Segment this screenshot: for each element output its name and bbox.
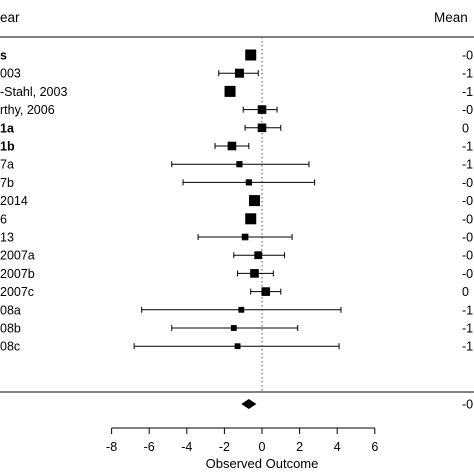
study-value: -0: [462, 249, 473, 263]
study-row: 2007a -0: [0, 249, 473, 263]
study-value: -1: [462, 67, 473, 81]
effect-square: [248, 195, 260, 207]
header-mean: Mean: [434, 10, 468, 25]
x-tick-label: -4: [181, 440, 192, 454]
study-row: 13 -0: [0, 231, 473, 245]
study-row: 1b -1: [0, 140, 473, 154]
effect-square: [234, 343, 241, 350]
study-row: 08b -1: [0, 322, 473, 336]
study-row: -Stahl, 2003 -1: [0, 85, 473, 99]
study-row: rthy, 2006 -0: [0, 103, 473, 117]
study-label: 08a: [0, 303, 21, 317]
study-row: 7b -0: [0, 176, 473, 190]
summary-diamond: [241, 399, 257, 409]
effect-square: [245, 213, 257, 225]
study-value: -0: [462, 176, 473, 190]
study-row: s -0: [0, 49, 473, 63]
study-value: -0: [462, 231, 473, 245]
study-value: -0: [462, 49, 473, 63]
study-row: 003 -1: [0, 67, 473, 81]
study-label: s: [0, 49, 7, 63]
study-label: 1a: [0, 121, 15, 135]
x-axis-title: Observed Outcome: [206, 456, 319, 471]
study-value: -1: [462, 322, 473, 336]
study-label: 2014: [0, 194, 28, 208]
study-row: 2007c 0: [0, 285, 469, 299]
study-value: -1: [462, 340, 473, 354]
effect-square: [230, 325, 237, 331]
study-label: 08b: [0, 322, 21, 336]
study-label: 2007c: [0, 285, 34, 299]
study-label: rthy, 2006: [0, 103, 55, 117]
study-row: 7a -1: [0, 158, 473, 172]
effect-square: [261, 287, 271, 296]
effect-square: [254, 251, 263, 260]
study-label: 7b: [0, 176, 14, 190]
effect-square: [250, 269, 259, 278]
study-value: -0: [462, 194, 473, 208]
study-row: 2014 -0: [0, 194, 473, 208]
effect-square: [241, 233, 249, 241]
study-label: -Stahl, 2003: [0, 85, 67, 99]
effect-square: [257, 105, 267, 114]
effect-square: [245, 49, 257, 61]
summary-value: -0: [462, 398, 473, 412]
study-label: 7a: [0, 158, 14, 172]
study-label: 1b: [0, 140, 15, 154]
x-tick-label: -2: [219, 440, 230, 454]
x-tick-label: 2: [296, 440, 303, 454]
study-value: -0: [462, 212, 473, 226]
study-label: 003: [0, 67, 21, 81]
effect-square: [257, 123, 267, 133]
study-value: 0: [462, 285, 469, 299]
effect-square: [234, 68, 244, 78]
study-value: -0: [462, 103, 473, 117]
study-row: 6 -0: [0, 212, 473, 226]
x-tick-label: -6: [144, 440, 155, 454]
study-label: 2007b: [0, 267, 35, 281]
study-row: 1a 0: [0, 121, 469, 135]
effect-square: [236, 161, 243, 168]
effect-square: [227, 141, 237, 151]
study-value: -1: [462, 140, 473, 154]
study-row: 08a -1: [0, 303, 473, 317]
effect-square: [224, 85, 236, 97]
study-value: -0: [462, 267, 473, 281]
effect-square: [245, 179, 252, 186]
study-value: 0: [462, 121, 469, 135]
study-label: 6: [0, 212, 7, 226]
study-row: 08c -1: [0, 340, 473, 354]
x-tick-label: 0: [259, 440, 266, 454]
study-label: 08c: [0, 340, 20, 354]
study-value: -1: [462, 158, 473, 172]
x-tick-label: 6: [371, 440, 378, 454]
x-tick-label: -8: [106, 440, 117, 454]
effect-square: [238, 306, 245, 313]
x-tick-label: 4: [334, 440, 341, 454]
study-value: -1: [462, 85, 473, 99]
study-label: 2007a: [0, 249, 35, 263]
header-study: ear: [0, 10, 20, 25]
study-row: 2007b -0: [0, 267, 473, 281]
study-value: -1: [462, 303, 473, 317]
study-label: 13: [0, 231, 14, 245]
